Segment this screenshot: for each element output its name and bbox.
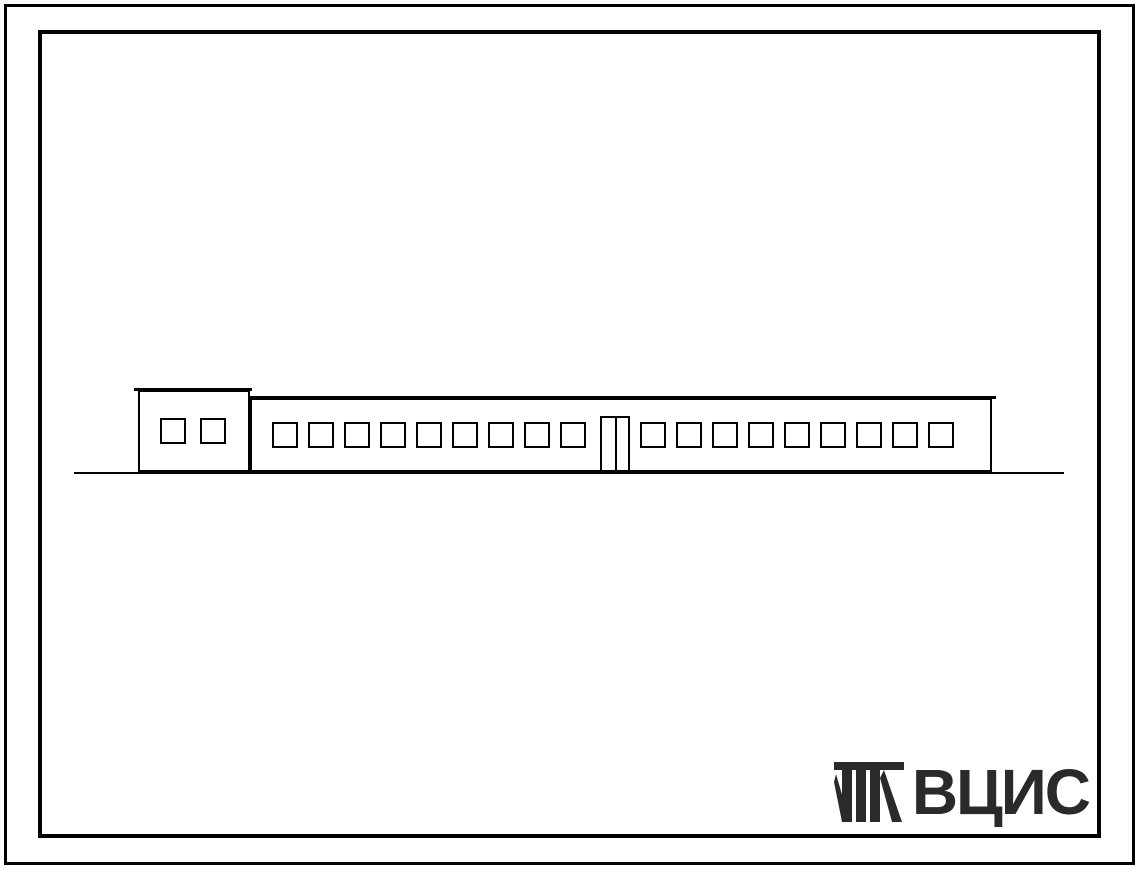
window [676,422,702,448]
window [488,422,514,448]
window [524,422,550,448]
window [160,418,186,444]
window [748,422,774,448]
building-left-section [138,390,250,472]
window [892,422,918,448]
logo-icon [834,762,904,822]
window [272,422,298,448]
window [452,422,478,448]
window [856,422,882,448]
window [712,422,738,448]
entrance-door [600,416,630,472]
window [416,422,442,448]
door-divider [615,418,617,474]
roof-overhang-main [248,396,996,399]
window [560,422,586,448]
window [344,422,370,448]
logo-text: ВЦИС [912,755,1089,829]
logo: ВЦИС [834,755,1089,829]
window [820,422,846,448]
window [928,422,954,448]
window [640,422,666,448]
ground-line [74,472,1064,474]
window [308,422,334,448]
window [200,418,226,444]
window [784,422,810,448]
architectural-drawing [0,0,1139,869]
window [380,422,406,448]
roof-overhang-left [134,388,252,391]
